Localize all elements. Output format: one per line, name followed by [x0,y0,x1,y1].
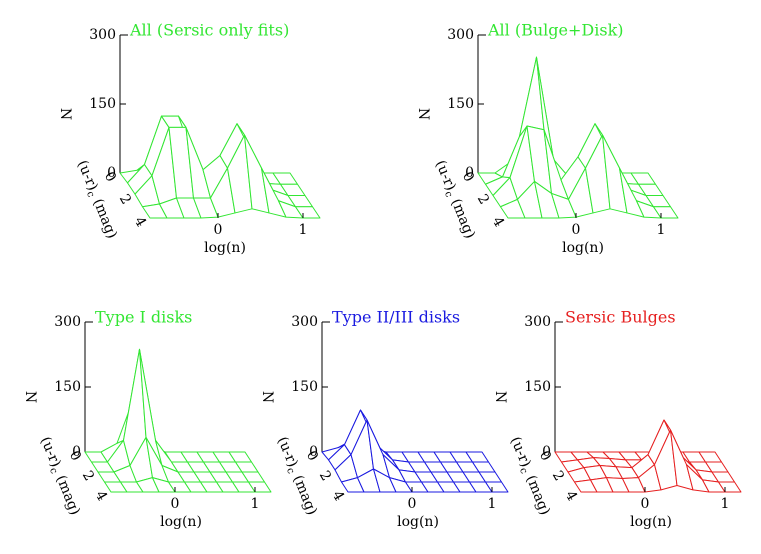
x-tick-label: 1 [488,496,497,512]
z-tick-label: 150 [291,379,318,395]
z-tick-label: 300 [291,314,318,330]
chart-title: All (Sersic only fits) [129,21,289,40]
z-tick-label: 0 [72,444,81,460]
z-tick-label: 300 [89,27,116,43]
panel: 0 150 300 N 0 1 log(n) 0 2 4 (u-r)c (mag) Type II/I… [259,308,509,530]
y-label-part: (mag) [51,469,83,518]
surface-cell [653,206,679,219]
panel: 0 150 300 N 0 1 log(n) 0 2 4 (u-r)c (mag) Sersic Bu… [492,308,742,530]
y-label-part: (u-r) [37,435,64,470]
x-tick-label: 0 [408,496,417,512]
y-tick-label: 2 [549,468,567,484]
y-label-part: (u-r) [432,158,459,193]
z-tick-label: 0 [465,165,474,181]
z-label: N [22,391,38,403]
y-label-part: c [284,466,296,476]
y-tick-label: 0 [303,448,321,464]
x-tick-label: 1 [657,222,666,238]
y-tick-label: 4 [489,214,507,230]
y-label-part: (u-r) [74,158,101,193]
z-tick-label: 0 [309,444,318,460]
y-tick-label: 2 [316,468,334,484]
x-tick-label: 1 [721,496,730,512]
z-label: N [492,391,508,403]
z-label: N [57,108,73,120]
chart-title: Type I disks [95,308,192,327]
y-label-part: (mag) [88,192,120,241]
x-tick-label: 0 [572,222,581,238]
x-label: log(n) [204,240,246,256]
y-tick-label: 4 [329,488,347,504]
y-label-part: c [442,190,454,200]
x-tick-label: 1 [299,222,308,238]
y-tick-label: 2 [116,192,134,208]
y-label-part: c [84,190,96,200]
y-label-part: (mag) [446,192,478,241]
z-tick-label: 300 [54,314,81,330]
y-tick-label: 0 [66,448,84,464]
z-tick-label: 150 [524,379,551,395]
y-tick-label: 2 [474,192,492,208]
z-label: N [415,108,431,120]
x-tick-label: 0 [641,496,650,512]
z-tick-label: 150 [89,96,116,112]
x-tick-label: 0 [214,222,223,238]
y-tick-label: 2 [79,468,97,484]
y-label-part: (mag) [521,469,553,518]
y-tick-label: 0 [101,169,119,185]
surface-cell [248,481,272,493]
x-label: log(n) [160,514,202,530]
chart-title: Type II/III disks [332,308,460,327]
z-tick-label: 300 [447,27,474,43]
z-label: N [259,391,275,403]
x-label: log(n) [630,514,672,530]
y-label-part: c [517,466,529,476]
y-tick-label: 4 [131,214,149,230]
x-label: log(n) [562,240,604,256]
y-tick-label: 0 [459,169,477,185]
z-tick-label: 0 [542,444,551,460]
surface-cell [295,206,321,219]
y-label-part: (mag) [288,469,320,518]
surface-cell [485,481,509,493]
y-label-part: c [47,466,59,476]
z-tick-label: 300 [524,314,551,330]
y-tick-label: 4 [92,488,110,504]
z-tick-label: 150 [447,96,474,112]
x-tick-label: 0 [171,496,180,512]
x-tick-label: 1 [251,496,260,512]
z-tick-label: 150 [54,379,81,395]
z-tick-label: 0 [107,165,116,181]
x-label: log(n) [397,514,439,530]
panel: 0 150 300 N 0 1 log(n) 0 2 4 (u-r)c (mag) Type I di… [22,308,272,530]
y-tick-label: 0 [536,448,554,464]
y-tick-label: 4 [562,488,580,504]
chart-title: All (Bulge+Disk) [487,21,624,40]
y-label-part: (u-r) [507,435,534,470]
y-label-part: (u-r) [274,435,301,470]
chart-title: Sersic Bulges [565,308,676,327]
surface-cell [718,481,742,493]
